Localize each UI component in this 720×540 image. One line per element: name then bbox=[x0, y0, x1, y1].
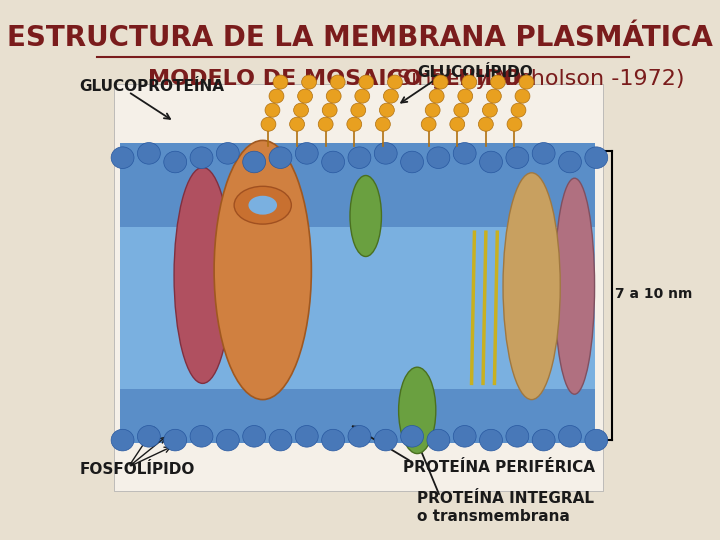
Ellipse shape bbox=[234, 186, 292, 224]
Text: ESTRUCTURA DE LA MEMBRANA PLASMÁTICA: ESTRUCTURA DE LA MEMBRANA PLASMÁTICA bbox=[7, 24, 713, 52]
Circle shape bbox=[480, 151, 503, 173]
Circle shape bbox=[347, 117, 361, 131]
Circle shape bbox=[138, 143, 161, 164]
Circle shape bbox=[190, 147, 213, 168]
Circle shape bbox=[506, 426, 528, 447]
Text: PROTEÍNA PERIFÉRICA: PROTEÍNA PERIFÉRICA bbox=[403, 460, 595, 475]
Circle shape bbox=[400, 426, 423, 447]
Circle shape bbox=[323, 103, 337, 117]
Circle shape bbox=[400, 151, 423, 173]
Circle shape bbox=[507, 117, 522, 131]
Circle shape bbox=[532, 429, 555, 451]
Circle shape bbox=[427, 429, 450, 451]
Circle shape bbox=[429, 89, 444, 103]
Circle shape bbox=[302, 75, 317, 89]
Circle shape bbox=[289, 117, 305, 131]
Circle shape bbox=[261, 117, 276, 131]
Circle shape bbox=[433, 75, 448, 89]
FancyBboxPatch shape bbox=[120, 143, 595, 443]
Circle shape bbox=[330, 75, 345, 89]
Circle shape bbox=[163, 429, 186, 451]
Circle shape bbox=[348, 147, 371, 168]
Circle shape bbox=[297, 89, 312, 103]
Circle shape bbox=[326, 89, 341, 103]
Circle shape bbox=[384, 89, 398, 103]
Text: GLUCOLÍPIDO: GLUCOLÍPIDO bbox=[417, 65, 533, 80]
Circle shape bbox=[355, 89, 370, 103]
Circle shape bbox=[458, 89, 473, 103]
Circle shape bbox=[138, 426, 161, 447]
Circle shape bbox=[348, 426, 371, 447]
Ellipse shape bbox=[350, 176, 382, 256]
Circle shape bbox=[462, 75, 477, 89]
Circle shape bbox=[454, 103, 469, 117]
Circle shape bbox=[273, 75, 288, 89]
Circle shape bbox=[318, 117, 333, 131]
Circle shape bbox=[359, 75, 374, 89]
Circle shape bbox=[454, 426, 476, 447]
Circle shape bbox=[351, 103, 366, 117]
Circle shape bbox=[585, 429, 608, 451]
Ellipse shape bbox=[554, 178, 595, 394]
Circle shape bbox=[243, 426, 266, 447]
Circle shape bbox=[374, 143, 397, 164]
Text: 7 a 10 nm: 7 a 10 nm bbox=[615, 287, 692, 301]
Circle shape bbox=[269, 89, 284, 103]
Circle shape bbox=[421, 117, 436, 131]
Ellipse shape bbox=[174, 167, 231, 383]
Circle shape bbox=[111, 147, 134, 168]
Circle shape bbox=[387, 75, 402, 89]
Circle shape bbox=[322, 429, 345, 451]
Circle shape bbox=[295, 426, 318, 447]
Circle shape bbox=[487, 89, 501, 103]
Circle shape bbox=[559, 426, 582, 447]
Circle shape bbox=[515, 89, 530, 103]
Circle shape bbox=[269, 429, 292, 451]
Circle shape bbox=[519, 75, 534, 89]
Circle shape bbox=[322, 151, 345, 173]
Ellipse shape bbox=[503, 173, 560, 400]
Circle shape bbox=[427, 147, 450, 168]
Text: FOSFOLÍPIDO: FOSFOLÍPIDO bbox=[80, 462, 195, 477]
Text: (Singer y Nicholson -1972): (Singer y Nicholson -1972) bbox=[374, 69, 685, 89]
Circle shape bbox=[379, 103, 395, 117]
Circle shape bbox=[478, 117, 493, 131]
Circle shape bbox=[490, 75, 505, 89]
Circle shape bbox=[375, 117, 390, 131]
Circle shape bbox=[482, 103, 498, 117]
Circle shape bbox=[506, 147, 528, 168]
Text: PROTEÍNA INTEGRAL
o transmembrana: PROTEÍNA INTEGRAL o transmembrana bbox=[417, 491, 594, 524]
Circle shape bbox=[454, 143, 476, 164]
Circle shape bbox=[374, 429, 397, 451]
Circle shape bbox=[295, 143, 318, 164]
Circle shape bbox=[585, 147, 608, 168]
Circle shape bbox=[217, 143, 239, 164]
Circle shape bbox=[294, 103, 308, 117]
Circle shape bbox=[450, 117, 464, 131]
Circle shape bbox=[243, 151, 266, 173]
Ellipse shape bbox=[214, 140, 311, 400]
Circle shape bbox=[532, 143, 555, 164]
Text: GLUCOPROTEÍNA: GLUCOPROTEÍNA bbox=[80, 79, 225, 94]
Text: MODELO DE MOSAICO FLUIDO: MODELO DE MOSAICO FLUIDO bbox=[148, 69, 522, 89]
Circle shape bbox=[511, 103, 526, 117]
FancyBboxPatch shape bbox=[120, 227, 595, 389]
FancyBboxPatch shape bbox=[114, 84, 603, 491]
Circle shape bbox=[426, 103, 440, 117]
Circle shape bbox=[480, 429, 503, 451]
Circle shape bbox=[111, 429, 134, 451]
Circle shape bbox=[217, 429, 239, 451]
Circle shape bbox=[265, 103, 280, 117]
Circle shape bbox=[559, 151, 582, 173]
Circle shape bbox=[163, 151, 186, 173]
Circle shape bbox=[269, 147, 292, 168]
Circle shape bbox=[190, 426, 213, 447]
Ellipse shape bbox=[399, 367, 436, 454]
Ellipse shape bbox=[248, 195, 277, 214]
